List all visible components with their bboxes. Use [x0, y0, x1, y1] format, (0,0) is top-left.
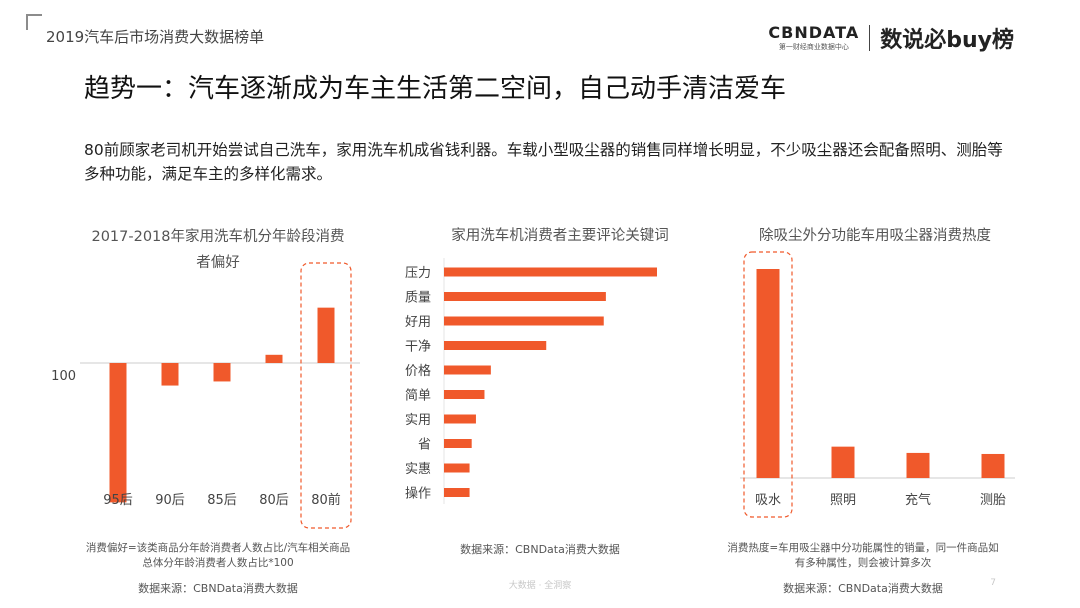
chart3-title: 除吸尘外分功能车用吸尘器消费热度	[759, 228, 991, 244]
chart2-tick-label: 简单	[405, 388, 431, 404]
chart2-tick-label: 实惠	[405, 462, 431, 477]
chart3-tick-label: 照明	[830, 493, 856, 508]
chart3-tick-label: 测胎	[980, 493, 1006, 508]
chart1-bar-1	[161, 363, 179, 386]
chart3-bar-0	[756, 269, 780, 478]
chart1-highlight-box	[300, 262, 352, 529]
chart3-function-heat: 吸水 照明 充气 测胎	[740, 251, 1015, 518]
cbndata-logo: CBNDATA 第一财经商业数据中心	[768, 22, 860, 52]
chart2-bar-2	[444, 316, 604, 326]
chart2-bar-5	[444, 390, 485, 399]
chart3-bar-1	[831, 446, 855, 478]
chart1-tick-label: 85后	[207, 493, 237, 508]
chart2-bar-4	[444, 365, 491, 375]
chart1-tick-label: 90后	[155, 493, 185, 508]
brand-logo: CBNDATA 第一财经商业数据中心 数说必buy榜	[768, 22, 1014, 54]
chart1-tick-label: 80后	[259, 493, 289, 508]
chart1-age-preference: 100 95后 90后 85后 80后 80前	[51, 262, 360, 529]
chart2-bar-3	[444, 341, 547, 350]
chart1-tick-label: 95后	[103, 493, 133, 508]
chart1-title: 2017-2018年家用洗车机分年龄段消费者偏好	[88, 224, 348, 276]
chart2-tick-label: 好用	[405, 315, 431, 330]
chart2-bar-6	[444, 414, 476, 424]
chart3-tick-label: 吸水	[755, 493, 781, 508]
watermark: 大数据 · 全洞察	[508, 581, 572, 591]
chart1-baseline-label: 100	[51, 369, 76, 384]
chart2-title: 家用洗车机消费者主要评论关键词	[451, 228, 669, 244]
chart1-bar-0	[109, 363, 127, 503]
brand-name: 数说必buy榜	[880, 28, 1014, 53]
chart3-note: 消费热度=车用吸尘器中分功能属性的销量，同一件商品如有多种属性，则会被计算多次	[727, 542, 999, 569]
chart2-tick-label: 省	[418, 438, 431, 453]
chart1-bar-3	[265, 354, 283, 363]
chart2-tick-label: 实用	[405, 413, 431, 428]
chart1-title-text: 2017-2018年家用洗车机分年龄段消费者偏好	[91, 229, 345, 271]
cbndata-subtitle: 第一财经商业数据中心	[778, 42, 849, 51]
page-heading: 趋势一：汽车逐渐成为车主生活第二空间，自己动手清洁爱车	[84, 74, 787, 104]
chart2-bar-7	[444, 439, 472, 448]
chart2-bar-8	[444, 463, 470, 473]
intro-text: 80前顾家老司机开始尝试自己洗车，家用洗车机成省钱利器。车载小型吸尘器的销售同样…	[84, 141, 1003, 183]
corner-bracket	[26, 14, 42, 30]
chart1-source: 数据来源：CBNData消费大数据	[138, 582, 298, 595]
deck-title: 2019汽车后市场消费大数据榜单	[46, 28, 265, 46]
chart3-source: 数据来源：CBNData消费大数据	[783, 582, 943, 595]
chart3-bar-2	[906, 452, 930, 478]
chart1-bar-2	[213, 363, 231, 382]
chart3-bar-3	[981, 453, 1005, 478]
chart2-tick-label: 压力	[405, 266, 431, 281]
page-number: 7	[990, 578, 996, 588]
chart1-note: 消费偏好=该类商品分年龄消费者人数占比/汽车相关商品总体分年龄消费者人数占比*1…	[85, 542, 351, 569]
chart2-bar-9	[444, 488, 470, 497]
chart2-bar-0	[444, 267, 657, 277]
chart3-tick-label: 充气	[905, 492, 931, 508]
chart2-tick-label: 价格	[405, 363, 431, 379]
chart2-tick-label: 质量	[405, 291, 431, 306]
chart2-tick-label: 操作	[405, 486, 431, 502]
chart2-tick-label: 干净	[405, 340, 431, 355]
chart2-source: 数据来源：CBNData消费大数据	[460, 543, 620, 556]
chart3-highlight-box	[743, 251, 793, 518]
chart2-bar-1	[444, 292, 606, 301]
chart1-tick-label: 80前	[311, 492, 341, 508]
brand-divider	[869, 25, 871, 51]
chart1-bar-4	[317, 307, 335, 363]
cbndata-wordmark: CBNDATA	[768, 22, 860, 42]
